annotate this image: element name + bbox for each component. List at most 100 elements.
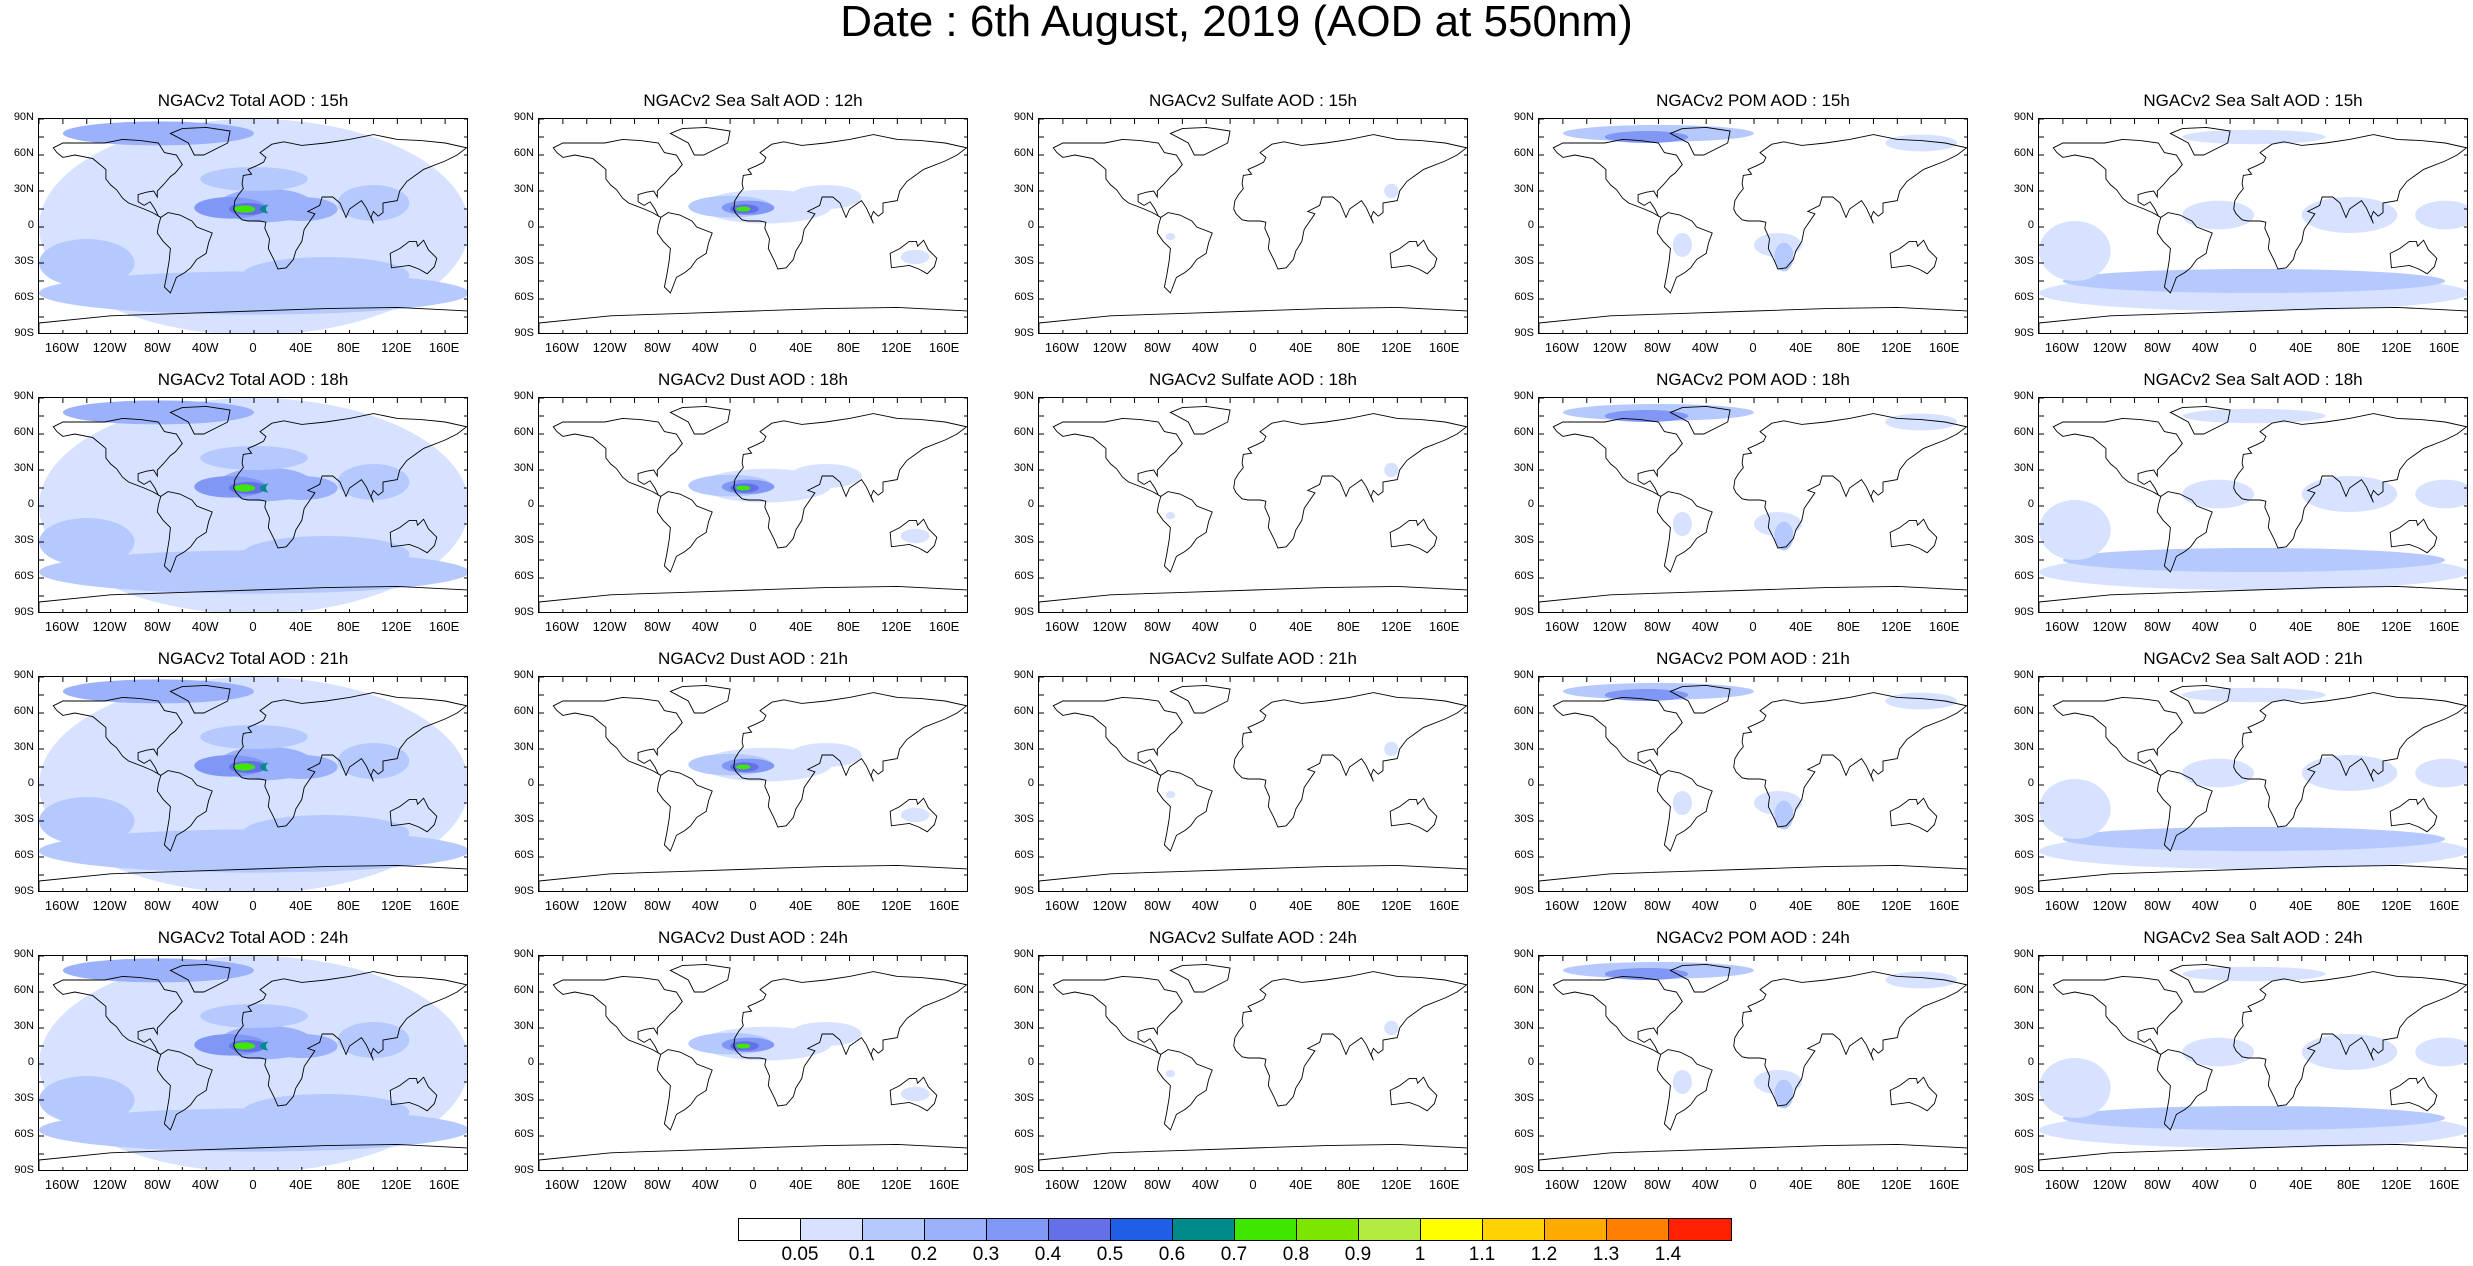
map-area [2038,397,2468,613]
coastline-south-america [656,491,713,573]
panel-title: NGACv2 Dust AOD : 24h [658,928,848,947]
aerosol-patch [39,1076,135,1124]
lon-label: 160W [1544,898,1579,913]
coastline-north-america [52,975,183,1055]
map-svg [2039,677,2467,891]
coastline-north-america [52,696,183,776]
lat-label: 30N [1513,741,1534,753]
lon-label: 80W [2144,619,2171,634]
aerosol-patch [2182,1037,2254,1067]
lon-label: 160W [2044,898,2079,913]
lon-label: 80E [2336,1177,2361,1192]
coastline-south-america [2156,770,2213,852]
lon-label: 40E [789,1177,813,1192]
aerosol-patch [2182,408,2326,424]
lat-label: 90S [514,606,534,618]
map-svg [1039,398,1467,612]
lat-label: 60N [513,426,534,438]
coastline-eurasia-africa [233,413,467,549]
colorbar-label: 1.1 [1468,1244,1496,1265]
lat-label: 30S [514,1092,534,1104]
map-area [38,397,468,613]
colorbar-segment [925,1219,987,1240]
lon-label: 80W [644,1177,671,1192]
map-area [2038,676,2468,892]
map-panel: NGACv2 Dust AOD : 21h 90N 60N 30N 0 30S 60S 90S… [514,649,968,913]
lat-label: 0 [2027,498,2034,510]
lon-label: 0 [1249,1177,1257,1192]
lon-label: 160W [1544,1177,1579,1192]
lon-label: 80W [2144,340,2171,355]
lon-label: 160E [1428,898,1460,913]
coastline-greenland [1169,126,1231,156]
lon-label: 40W [691,340,719,355]
lon-label: 80W [1144,898,1171,913]
aerosol-patch [2062,827,2446,851]
coastline-greenland [2169,684,2231,714]
coastline-eurasia-africa [1233,134,1467,270]
coastline-eurasia-africa [1233,692,1467,828]
coastline-greenland [169,963,231,993]
lat-label: 60N [1013,984,1034,996]
coastline-antarctica [1539,306,1967,333]
lon-label: 120E [1881,340,1912,355]
map-panel: NGACv2 Total AOD : 18h 90N 60N 30N 0 30S 60S 90… [14,370,468,634]
lon-label: 40W [1191,1177,1219,1192]
aerosol-patch [1384,183,1399,199]
lon-label: 80W [644,898,671,913]
map-panel: NGACv2 Sea Salt AOD : 24h 90N 60N 30N 0 30S 60… [2014,928,2468,1192]
lat-label: 0 [1027,498,1034,510]
coastline-antarctica [1539,1143,1967,1170]
colorbar-segment [1669,1219,1731,1240]
lat-label: 60N [2013,984,2034,996]
lat-label: 30S [1014,813,1034,825]
lat-label: 30N [2013,183,2034,195]
lon-label: 120W [592,1177,627,1192]
lon-label: 80W [1144,1177,1171,1192]
colorbar-label: 0.05 [781,1244,819,1265]
lat-label: 60S [14,849,34,861]
coastline-eurasia-africa [1233,971,1467,1107]
lon-label: 120E [2381,619,2412,634]
aerosol-patch [265,1034,338,1058]
aerosol-patch [200,446,308,470]
coastline-antarctica [1039,306,1467,333]
lon-label: 120E [1381,619,1412,634]
coastline-north-america [52,138,183,218]
aerosol-patch [242,1094,410,1130]
map-panel: NGACv2 POM AOD : 18h 90N 60N 30N 0 30S 60S 90S 1… [1514,370,1968,634]
coastline-eurasia-africa [2233,692,2467,828]
map-area [1038,397,1468,613]
lat-label: 90S [2014,1164,2034,1176]
coastline-north-america [552,138,683,218]
coastline-antarctica [539,864,967,891]
lat-label: 30N [1513,183,1534,195]
coastline-greenland [669,684,731,714]
map-panel: NGACv2 Sea Salt AOD : 21h 90N 60N 30N 0 30S 60… [2014,649,2468,913]
lon-label: 40E [1289,1177,1313,1192]
lon-label: 120W [1592,340,1627,355]
lat-label: 30N [1513,1020,1534,1032]
lat-label: 90S [514,327,534,339]
lon-label: 40E [2289,619,2313,634]
lat-label: 30S [514,255,534,267]
aerosol-patch [62,958,254,983]
coastline-greenland [1169,963,1231,993]
coastline-antarctica [1539,864,1967,891]
lat-label: 0 [527,777,534,789]
coastline-greenland [2169,963,2231,993]
aerosol-patch [2301,476,2398,512]
lat-label: 30S [2014,255,2034,267]
map-panel: NGACv2 Dust AOD : 24h 90N 60N 30N 0 30S 60S 90S… [514,928,968,1192]
coastline-greenland [1669,126,1731,156]
aerosol-patch [736,206,751,212]
coastline-north-america [1552,696,1683,776]
lon-label: 40W [1191,340,1219,355]
aerosol-patch [2182,200,2254,230]
colorbar-label: 0.7 [1220,1244,1248,1265]
lon-label: 160E [428,898,460,913]
aerosol-patch [265,197,338,221]
coastline-antarctica [39,864,467,891]
coastline-australia [1389,797,1438,833]
aerosol-patch [1774,521,1794,551]
